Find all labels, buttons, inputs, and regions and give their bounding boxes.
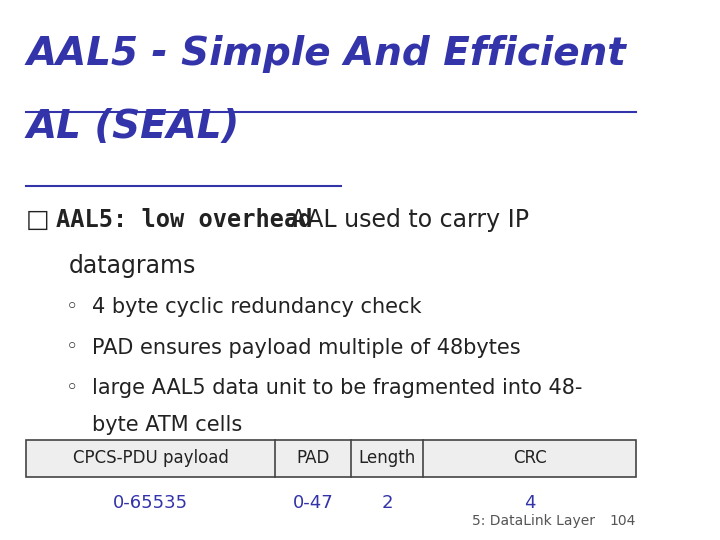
Text: AAL5 - Simple And Efficient: AAL5 - Simple And Efficient [26, 35, 626, 73]
Text: ◦: ◦ [66, 297, 78, 317]
Text: byte ATM cells: byte ATM cells [92, 415, 242, 435]
Text: 0-47: 0-47 [293, 494, 333, 512]
Text: datagrams: datagrams [69, 254, 197, 278]
Text: CPCS-PDU payload: CPCS-PDU payload [73, 449, 229, 468]
Text: AL (SEAL): AL (SEAL) [26, 108, 240, 146]
Text: □: □ [26, 208, 50, 232]
Text: AAL used to carry IP: AAL used to carry IP [283, 208, 529, 232]
Text: PAD ensures payload multiple of 48bytes: PAD ensures payload multiple of 48bytes [92, 338, 521, 357]
Text: ◦: ◦ [66, 378, 78, 398]
Text: 5: DataLink Layer: 5: DataLink Layer [472, 514, 595, 528]
Bar [26, 440, 636, 477]
Text: PAD: PAD [297, 449, 330, 468]
Text: CRC: CRC [513, 449, 546, 468]
Text: AAL5: low overhead: AAL5: low overhead [55, 208, 312, 232]
Text: large AAL5 data unit to be fragmented into 48-: large AAL5 data unit to be fragmented in… [92, 378, 582, 398]
Text: ◦: ◦ [66, 338, 78, 357]
Text: 4 byte cyclic redundancy check: 4 byte cyclic redundancy check [92, 297, 421, 317]
Text: 104: 104 [610, 514, 636, 528]
Text: Length: Length [359, 449, 415, 468]
Text: 2: 2 [381, 494, 392, 512]
Text: 0-65535: 0-65535 [113, 494, 189, 512]
Text: 4: 4 [524, 494, 535, 512]
